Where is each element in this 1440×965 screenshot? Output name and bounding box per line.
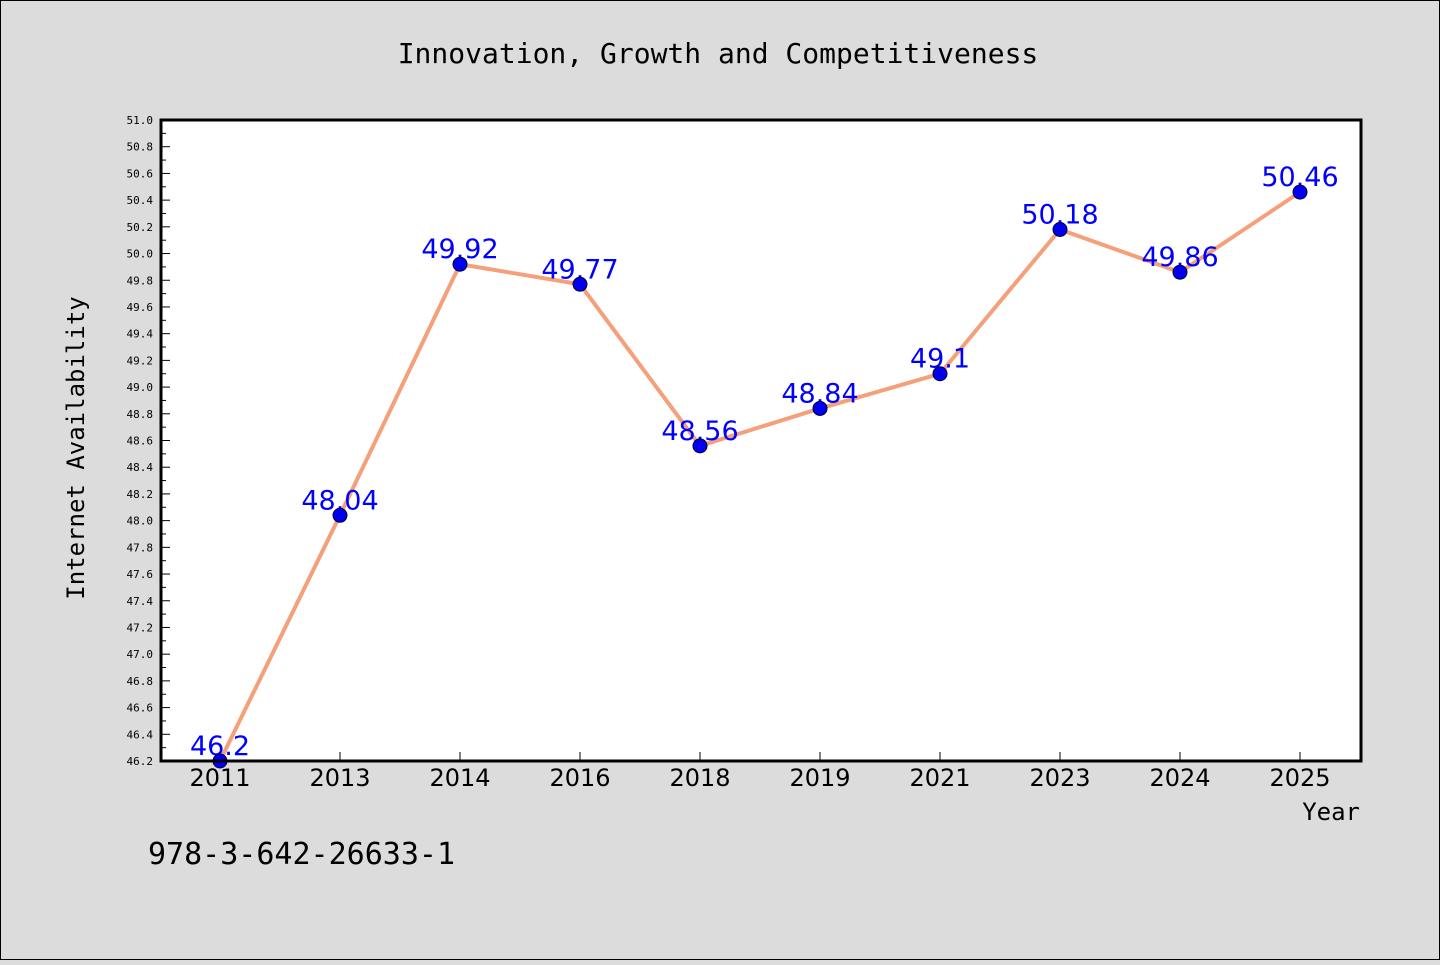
plot-area (161, 120, 1361, 761)
data-point-marker (1052, 222, 1068, 238)
y-tick-label: 49.8 (127, 274, 154, 287)
data-point-marker (932, 366, 948, 382)
y-tick-label: 46.8 (127, 675, 154, 688)
data-point-marker (692, 438, 708, 454)
y-tick-label: 47.6 (127, 568, 154, 581)
y-tick-label: 46.4 (127, 728, 154, 741)
data-point-marker (812, 400, 828, 416)
x-tick-label: 2014 (429, 764, 490, 792)
x-axis: 2011 2013 2014 2016 2018 2019 2021 2023 2024 2025 (189, 752, 1331, 792)
y-tick-label: 50.4 (127, 194, 154, 207)
x-tick-label: 2019 (789, 764, 850, 792)
x-tick-label: 2021 (909, 764, 970, 792)
data-point-marker (1172, 264, 1188, 280)
y-tick-label: 49.0 (127, 381, 154, 394)
x-tick-label: 2024 (1149, 764, 1210, 792)
y-tick-label: 50.0 (127, 248, 154, 261)
x-tick-label: 2018 (669, 764, 730, 792)
y-tick-label: 48.6 (127, 435, 154, 448)
y-tick-label: 51.0 (127, 114, 154, 127)
y-tick-label: 46.6 (127, 702, 154, 715)
y-axis-label: Internet Availability (62, 296, 90, 599)
y-tick-label: 48.4 (127, 461, 154, 474)
x-axis-label: Year (1302, 798, 1360, 826)
plot-frame (159, 118, 1363, 763)
y-tick-label: 48.8 (127, 408, 154, 421)
data-point-marker (572, 276, 588, 292)
y-tick-label: 47.0 (127, 648, 154, 661)
y-tick-label: 47.2 (127, 621, 154, 634)
y-tick-label: 47.4 (127, 595, 154, 608)
y-axis: 46.2 46.4 46.6 46.8 47.0 47.2 47.4 47.6 47.8 48.0… (127, 114, 170, 768)
data-point-marker (332, 507, 348, 523)
x-tick-label: 2013 (309, 764, 370, 792)
x-tick-label: 2025 (1269, 764, 1330, 792)
y-tick-label: 48.0 (127, 515, 154, 528)
y-tick-label: 46.2 (127, 755, 154, 768)
y-tick-label: 47.8 (127, 541, 154, 554)
data-markers (212, 184, 1308, 769)
y-tick-label: 48.2 (127, 488, 154, 501)
data-point-marker (452, 256, 468, 272)
x-tick-label: 2016 (549, 764, 610, 792)
x-tick-label: 2011 (189, 764, 250, 792)
y-tick-label: 50.6 (127, 167, 154, 180)
data-point-marker (1292, 184, 1308, 200)
y-tick-label: 50.8 (127, 141, 154, 154)
y-tick-label: 49.6 (127, 301, 154, 314)
y-tick-label: 50.2 (127, 221, 154, 234)
series-line (218, 190, 1302, 763)
x-tick-label: 2023 (1029, 764, 1090, 792)
chart-title: Innovation, Growth and Competitiveness (398, 37, 1039, 70)
y-tick-label: 49.4 (127, 328, 154, 341)
y-tick-label: 49.2 (127, 354, 154, 367)
isbn-annotation: 978-3-642-26633-1 (148, 837, 455, 872)
